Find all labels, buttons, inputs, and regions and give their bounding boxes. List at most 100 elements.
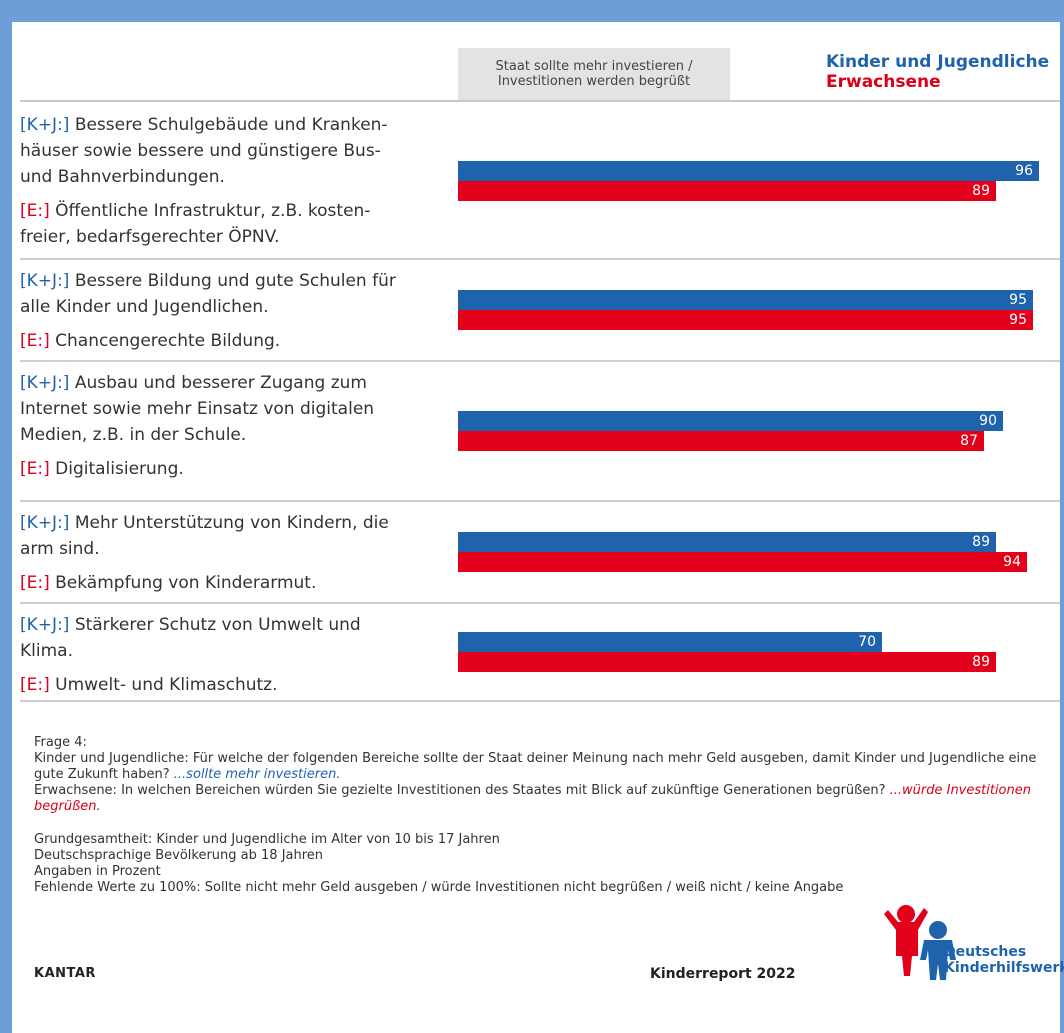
bar-erwachsene: 89 bbox=[458, 652, 996, 672]
row-divider bbox=[20, 602, 1060, 604]
label-line: Stärkerer Schutz von Umwelt und bbox=[74, 615, 361, 635]
report-title: Kinderreport 2022 bbox=[650, 966, 796, 982]
tag-erwachsene: [E:] bbox=[20, 675, 50, 695]
basis-line-3: Angaben in Prozent bbox=[34, 864, 161, 879]
frame-left bbox=[0, 0, 12, 1033]
logo-wordmark: Deutsches Kinderhilfswerk bbox=[944, 944, 1064, 976]
kinderhilfswerk-logo-icon bbox=[884, 905, 956, 980]
category-label-kinder: [K+J:] Stärkerer Schutz von Umwelt und Kl… bbox=[20, 612, 452, 664]
label-line: Bessere Schulgebäude und Kranken- bbox=[74, 115, 388, 135]
basis-line-4: Fehlende Werte zu 100%: Sollte nicht meh… bbox=[34, 880, 844, 895]
category-label-erwachsene: [E:] Digitalisierung. bbox=[20, 456, 452, 482]
tag-erwachsene: [E:] bbox=[20, 573, 50, 593]
bar-value-label: 89 bbox=[972, 534, 990, 550]
label-line: und Bahnverbindungen. bbox=[20, 167, 225, 187]
bar-value-label: 89 bbox=[972, 654, 990, 670]
kantar-logo: KANTAR bbox=[34, 966, 96, 981]
row-divider bbox=[20, 360, 1060, 362]
tag-kinder: [K+J:] bbox=[20, 513, 70, 533]
label-line: häuser sowie bessere und günstigere Bus- bbox=[20, 141, 381, 161]
label-line: alle Kinder und Jugendlichen. bbox=[20, 297, 269, 317]
tag-kinder: [K+J:] bbox=[20, 271, 70, 291]
category-label-kinder: [K+J:] Mehr Unterstützung von Kindern, d… bbox=[20, 510, 452, 562]
legend: Kinder und Jugendliche Erwachsene bbox=[826, 52, 1049, 92]
chart-row: [K+J:] Ausbau und besserer Zugang zum Int… bbox=[20, 362, 1060, 502]
category-label-erwachsene: [E:] Chancengerechte Bildung. bbox=[20, 328, 452, 354]
category-label-kinder: [K+J:] Ausbau und besserer Zugang zum Int… bbox=[20, 370, 452, 448]
category-label-kinder: [K+J:] Bessere Bildung und gute Schulen … bbox=[20, 268, 452, 320]
bar-value-label: 94 bbox=[1003, 554, 1021, 570]
bar-kinder: 96 bbox=[458, 161, 1039, 181]
label-line: Ausbau und besserer Zugang zum bbox=[74, 373, 367, 393]
label-line: Medien, z.B. in der Schule. bbox=[20, 425, 247, 445]
label-line: Öffentliche Infrastruktur, z.B. kosten- bbox=[55, 201, 371, 221]
legend-entry-kinder: Kinder und Jugendliche bbox=[826, 52, 1050, 72]
category-label: [K+J:] Mehr Unterstützung von Kindern, d… bbox=[20, 510, 452, 596]
bar-value-label: 89 bbox=[972, 183, 990, 199]
tag-erwachsene: [E:] bbox=[20, 201, 50, 221]
header-divider bbox=[20, 100, 1060, 102]
question-erwachsene-emphasis: ...würde Investitionen begrüßen. bbox=[34, 783, 1031, 814]
category-label: [K+J:] Bessere Bildung und gute Schulen … bbox=[20, 268, 452, 354]
label-line: Internet sowie mehr Einsatz von digitale… bbox=[20, 399, 375, 419]
label-line: Chancengerechte Bildung. bbox=[55, 331, 281, 351]
category-label-erwachsene: [E:] Umwelt- und Klimaschutz. bbox=[20, 672, 452, 698]
tag-kinder: [K+J:] bbox=[20, 115, 70, 135]
chart-row: [K+J:] Stärkerer Schutz von Umwelt und Kl… bbox=[20, 604, 1060, 702]
bar-kinder: 70 bbox=[458, 632, 882, 652]
chart-row: [K+J:] Mehr Unterstützung von Kindern, d… bbox=[20, 502, 1060, 604]
bar-kinder: 89 bbox=[458, 532, 996, 552]
tag-erwachsene: [E:] bbox=[20, 459, 50, 479]
question-kinder: Kinder und Jugendliche: Für welche der f… bbox=[34, 751, 1044, 783]
label-line: Bekämpfung von Kinderarmut. bbox=[55, 573, 317, 593]
chart-row: [K+J:] Bessere Schulgebäude und Kranken-… bbox=[20, 104, 1060, 260]
bar-value-label: 96 bbox=[1015, 163, 1033, 179]
basis-line-2: Deutschsprachige Bevölkerung ab 18 Jahre… bbox=[34, 848, 324, 863]
category-label-kinder: [K+J:] Bessere Schulgebäude und Kranken-… bbox=[20, 112, 452, 190]
bar-value-label: 90 bbox=[979, 413, 997, 429]
row-divider bbox=[20, 700, 1060, 702]
category-label: [K+J:] Bessere Schulgebäude und Kranken-… bbox=[20, 112, 452, 250]
top-banner bbox=[0, 0, 1064, 22]
chart-row: [K+J:] Bessere Bildung und gute Schulen … bbox=[20, 260, 1060, 362]
frame-right bbox=[1060, 0, 1064, 1033]
label-line: Klima. bbox=[20, 641, 73, 661]
label-line: arm sind. bbox=[20, 539, 100, 559]
label-line: freier, bedarfsgerechter ÖPNV. bbox=[20, 227, 280, 247]
category-label-erwachsene: [E:] Bekämpfung von Kinderarmut. bbox=[20, 570, 452, 596]
bar-kinder: 95 bbox=[458, 290, 1033, 310]
bar-value-label: 70 bbox=[858, 634, 876, 650]
category-label-erwachsene: [E:] Öffentliche Infrastruktur, z.B. kos… bbox=[20, 198, 452, 250]
category-label: [K+J:] Stärkerer Schutz von Umwelt und Kl… bbox=[20, 612, 452, 698]
logo-line-2: Kinderhilfswerk bbox=[944, 960, 1064, 976]
tag-kinder: [K+J:] bbox=[20, 373, 70, 393]
question-label: Frage 4: bbox=[34, 735, 87, 750]
question-erwachsene-text: Erwachsene: In welchen Bereichen würden … bbox=[34, 783, 890, 798]
label-line: Umwelt- und Klimaschutz. bbox=[55, 675, 278, 695]
question-erwachsene: Erwachsene: In welchen Bereichen würden … bbox=[34, 783, 1044, 815]
bar-erwachsene: 95 bbox=[458, 310, 1033, 330]
label-line: Bessere Bildung und gute Schulen für bbox=[74, 271, 396, 291]
column-header-line1: Staat sollte mehr investieren / bbox=[495, 59, 693, 74]
footnotes: Frage 4: Kinder und Jugendliche: Für wel… bbox=[34, 735, 1044, 896]
column-header: Staat sollte mehr investieren / Investit… bbox=[458, 48, 730, 100]
row-divider bbox=[20, 500, 1060, 502]
bar-value-label: 95 bbox=[1009, 312, 1027, 328]
bar-value-label: 95 bbox=[1009, 292, 1027, 308]
bar-erwachsene: 87 bbox=[458, 431, 984, 451]
category-label: [K+J:] Ausbau und besserer Zugang zum Int… bbox=[20, 370, 452, 482]
label-line: Digitalisierung. bbox=[55, 459, 184, 479]
label-line: Mehr Unterstützung von Kindern, die bbox=[74, 513, 389, 533]
question-kinder-emphasis: ...sollte mehr investieren. bbox=[173, 767, 341, 782]
basis-line-1: Grundgesamtheit: Kinder und Jugendliche … bbox=[34, 832, 500, 847]
legend-entry-erwachsene: Erwachsene bbox=[826, 72, 941, 92]
question-kinder-text: Kinder und Jugendliche: Für welche der f… bbox=[34, 751, 1037, 782]
bar-value-label: 87 bbox=[960, 433, 978, 449]
column-header-line2: Investitionen werden begrüßt bbox=[497, 74, 691, 89]
logo-line-1: Deutsches bbox=[944, 944, 1027, 960]
bar-kinder: 90 bbox=[458, 411, 1003, 431]
tag-erwachsene: [E:] bbox=[20, 331, 50, 351]
bar-erwachsene: 94 bbox=[458, 552, 1027, 572]
row-divider bbox=[20, 258, 1060, 260]
bar-erwachsene: 89 bbox=[458, 181, 996, 201]
